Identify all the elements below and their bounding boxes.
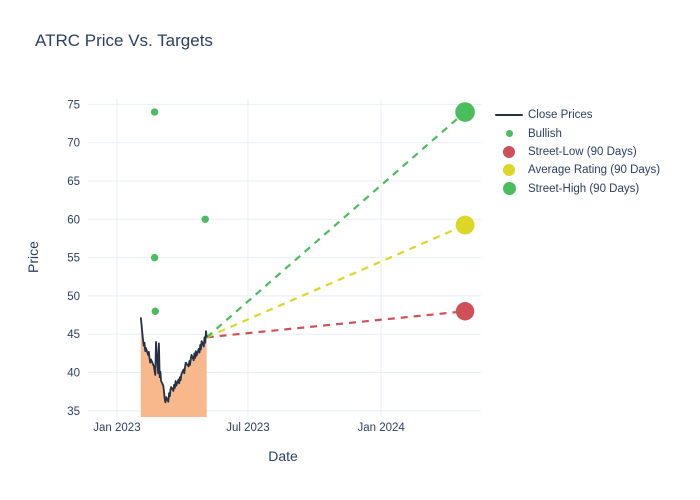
y-tick-label-45: 45: [67, 329, 80, 341]
y-tick-label-75: 75: [67, 99, 80, 111]
y-tick-label-50: 50: [67, 291, 80, 303]
x-tick-label-jan-2024: Jan 2024: [357, 422, 405, 434]
y-tick-label-70: 70: [67, 138, 80, 150]
y-tick-label-40: 40: [67, 368, 80, 380]
legend-item-street-low[interactable]: Street-Low (90 Days): [490, 143, 660, 161]
target-marker-street-high: [455, 102, 475, 122]
legend: Close Prices Bullish Street-Low (90 Days…: [490, 106, 660, 198]
legend-item-close-prices[interactable]: Close Prices: [490, 106, 660, 124]
y-tick-label-55: 55: [67, 253, 80, 265]
y-tick-label-65: 65: [67, 176, 80, 188]
chart-title: ATRC Price Vs. Targets: [35, 31, 213, 50]
bullish-point-2: [151, 307, 160, 315]
legend-label-bullish: Bullish: [528, 127, 562, 140]
target-trend-line-average: [206, 224, 466, 339]
close-prices-line: [139, 317, 208, 404]
legend-item-bullish[interactable]: Bullish: [490, 124, 660, 142]
legend-label-average-rating: Average Rating (90 Days): [528, 164, 661, 177]
target-marker-average: [455, 215, 475, 235]
x-axis-title: Date: [268, 448, 298, 464]
close-prices-line-icon: [490, 113, 528, 117]
target-trend-line-street-low: [206, 310, 466, 339]
average-rating-dot-icon: [490, 164, 528, 177]
bullish-point-1: [150, 253, 159, 262]
y-tick-label-60: 60: [67, 214, 80, 226]
legend-label-close-prices: Close Prices: [528, 109, 593, 122]
target-trend-line-street-high: [205, 111, 466, 339]
close-prices-fill: [140, 317, 207, 417]
bullish-point-0: [150, 108, 159, 116]
street-low-dot-icon: [490, 145, 528, 158]
legend-item-average-rating[interactable]: Average Rating (90 Days): [490, 161, 660, 179]
x-tick-label-jan-2023: Jan 2023: [93, 422, 140, 434]
legend-item-street-high[interactable]: Street-High (90 Days): [490, 180, 660, 198]
y-axis-title: Price: [25, 241, 41, 273]
street-high-dot-icon: [490, 182, 528, 196]
bullish-dot-icon: [490, 130, 528, 138]
legend-label-street-high: Street-High (90 Days): [528, 182, 640, 195]
legend-label-street-low: Street-Low (90 Days): [528, 145, 637, 158]
target-marker-street-low: [455, 302, 475, 321]
y-tick-label-35: 35: [67, 406, 80, 418]
x-tick-label-jul-2023: Jul 2023: [226, 422, 269, 434]
bullish-point-3: [201, 215, 209, 224]
